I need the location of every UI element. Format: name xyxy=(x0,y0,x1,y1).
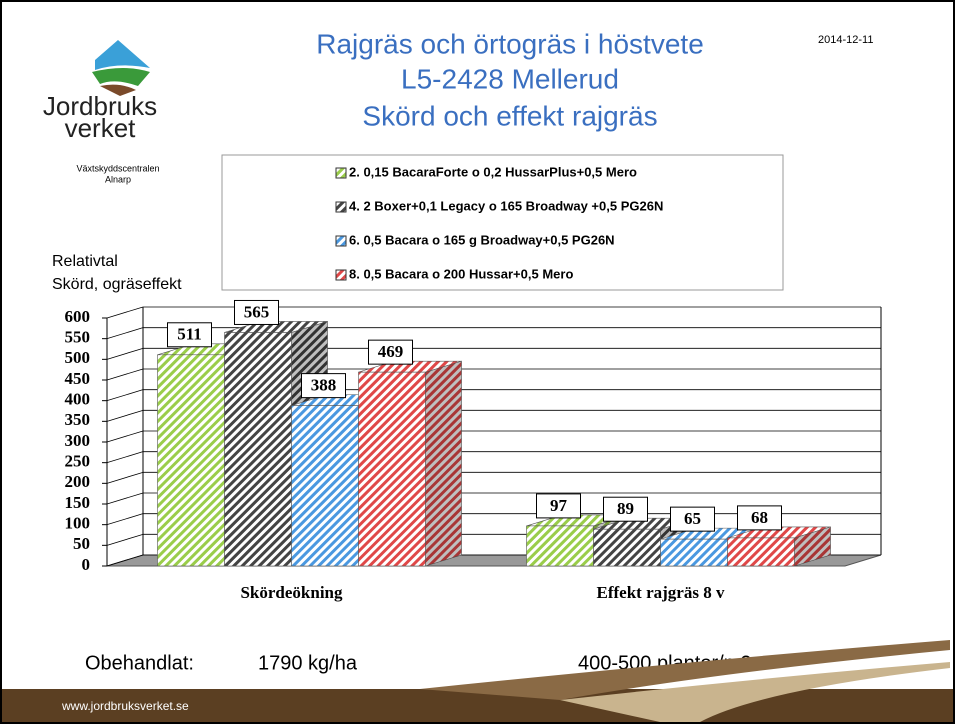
title: L5-2428 Mellerud xyxy=(401,63,619,94)
value-label: 469 xyxy=(378,342,404,361)
value-label-box xyxy=(234,299,279,325)
grid-line xyxy=(106,554,144,567)
legend-label: 4. 2 Boxer+0,1 Legacy o 165 Broadway +0,… xyxy=(349,198,663,213)
logo-text: verket xyxy=(65,113,137,143)
grid-line xyxy=(106,513,144,526)
y-tick-label: 150 xyxy=(65,493,91,512)
org: Alnarp xyxy=(105,174,131,184)
y-tick-label: 500 xyxy=(65,348,91,367)
footer-swoosh xyxy=(560,662,950,722)
logo-sky xyxy=(95,40,150,70)
note: 1790 kg/ha xyxy=(258,652,358,674)
value-label: 511 xyxy=(177,325,202,344)
value-label: 65 xyxy=(684,509,701,528)
bar-front xyxy=(358,371,426,567)
y-axis-label: Skörd, ogräseffekt xyxy=(52,276,182,293)
title: Rajgräs och örtogräs i höstvete xyxy=(316,28,704,59)
bar-front xyxy=(593,528,661,567)
grid-line xyxy=(106,409,144,422)
y-tick-label: 450 xyxy=(65,369,91,388)
grid-line xyxy=(106,492,144,505)
bar-side-shade xyxy=(425,361,462,566)
footer-swoosh xyxy=(420,640,950,700)
bar-front xyxy=(526,525,594,567)
grid-line xyxy=(106,471,144,484)
url: www.jordbruksverket.se xyxy=(61,699,189,713)
bar-front xyxy=(224,332,292,567)
bar xyxy=(358,360,462,567)
grid-line xyxy=(106,327,144,340)
value-label-box xyxy=(603,496,648,522)
value-label-box xyxy=(670,506,715,532)
value-label-box xyxy=(167,322,212,348)
legend-label: 6. 0,5 Bacara o 165 g Broadway+0,5 PG26N xyxy=(349,232,615,247)
grid-line xyxy=(106,430,144,443)
value-label-box xyxy=(536,493,581,519)
bar-front xyxy=(727,537,795,567)
y-tick-label: 250 xyxy=(65,452,91,471)
value-label: 565 xyxy=(244,302,270,321)
value-label: 68 xyxy=(751,508,768,527)
value-label: 388 xyxy=(311,376,337,395)
legend xyxy=(221,154,784,291)
value-label: 97 xyxy=(550,496,568,515)
grid-line xyxy=(106,533,144,546)
logo-field xyxy=(92,68,150,86)
value-label-box xyxy=(301,373,346,399)
grid-line xyxy=(106,306,144,319)
value-label-box xyxy=(368,339,413,365)
y-tick-label: 550 xyxy=(65,328,91,347)
legend-swatch xyxy=(335,235,347,247)
footer xyxy=(2,689,953,722)
y-tick-label: 400 xyxy=(65,390,91,409)
value-label-box xyxy=(737,505,782,531)
date: 2014-12-11 xyxy=(818,34,873,46)
logo-soil xyxy=(100,84,136,96)
bar-front xyxy=(660,538,728,567)
y-tick-label: 300 xyxy=(65,431,91,450)
y-tick-label: 200 xyxy=(65,472,91,491)
y-tick-label: 0 xyxy=(82,555,91,574)
grid-line xyxy=(106,389,144,402)
y-tick-label: 600 xyxy=(65,307,91,326)
title: Skörd och effekt rajgräs xyxy=(362,100,657,131)
x-tick-label: Effekt rajgräs 8 v xyxy=(597,583,725,602)
value-label: 89 xyxy=(617,499,634,518)
grid-line xyxy=(106,368,144,381)
grid-line xyxy=(106,451,144,464)
y-tick-label: 50 xyxy=(73,534,90,553)
legend-swatch xyxy=(335,201,347,213)
y-tick-label: 350 xyxy=(65,410,91,429)
y-tick-label: 100 xyxy=(65,514,91,533)
legend-label: 8. 0,5 Bacara o 200 Hussar+0,5 Mero xyxy=(349,266,573,281)
bar-front xyxy=(157,354,225,567)
x-tick-label: Skördeökning xyxy=(240,583,343,602)
legend-swatch xyxy=(335,269,347,281)
y-axis-label: Relativtal xyxy=(52,253,118,270)
logo-text: Jordbruks xyxy=(43,91,157,121)
bar xyxy=(727,526,831,567)
legend-swatch xyxy=(335,167,347,179)
legend-label: 2. 0,15 BacaraForte o 0,2 HussarPlus+0,5… xyxy=(349,164,637,179)
grid-line xyxy=(106,347,144,360)
note: Obehandlat: xyxy=(85,652,194,674)
bar-front xyxy=(291,405,359,567)
bar-side-shade xyxy=(794,526,831,566)
org: Växtskyddscentralen xyxy=(76,163,159,173)
